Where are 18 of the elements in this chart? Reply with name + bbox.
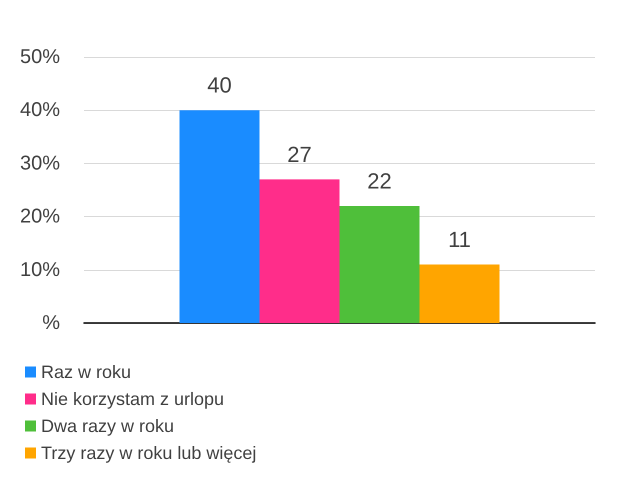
y-tick-label: 50% xyxy=(20,46,60,68)
y-tick-label: 30% xyxy=(20,152,60,174)
data-label: 11 xyxy=(448,226,471,252)
data-label: 27 xyxy=(287,142,312,167)
data-label: 22 xyxy=(367,168,392,194)
legend-label: Dwa razy w roku xyxy=(41,416,174,436)
y-tick-label: 20% xyxy=(20,206,60,228)
y-tick-label: % xyxy=(42,312,60,334)
legend-label: Raz w roku xyxy=(41,362,132,382)
data-label: 40 xyxy=(207,72,232,98)
bar xyxy=(260,179,340,323)
legend-label: Trzy razy w roku lub więcej xyxy=(41,443,256,463)
bar xyxy=(180,110,260,323)
bar xyxy=(340,206,420,323)
legend-label: Nie korzystam z urlopu xyxy=(41,389,224,409)
bar xyxy=(420,264,500,323)
y-tick-label: 10% xyxy=(20,258,60,281)
y-tick-label: 40% xyxy=(20,99,60,122)
